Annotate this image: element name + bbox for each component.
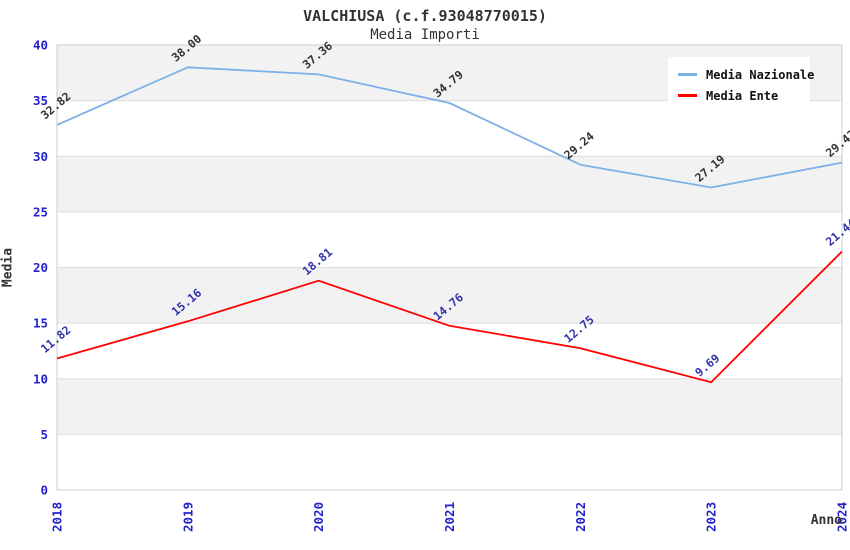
y-tick-label: 20: [33, 260, 48, 275]
x-tick-label: 2023: [704, 502, 719, 532]
data-label-series-0: 29.43: [823, 127, 850, 160]
x-tick-label: 2022: [573, 502, 588, 532]
legend-swatch-media-ente-icon: [678, 94, 697, 97]
chart-title: VALCHIUSA (c.f.93048770015): [303, 7, 547, 25]
x-tick-label: 2019: [180, 502, 195, 532]
x-tick-label: 2020: [311, 502, 326, 532]
data-label-series-1: 21.44: [823, 216, 850, 249]
legend-item-media-ente: Media Ente: [678, 85, 810, 106]
y-tick-label: 25: [33, 204, 48, 219]
series-line-0: [56, 66, 843, 189]
series-line-1: [56, 250, 843, 384]
y-tick-label: 40: [33, 38, 48, 53]
y-tick-label: 35: [33, 93, 48, 108]
plot-band: [57, 156, 842, 212]
chart-subtitle: Media Importi: [370, 27, 480, 43]
x-tick-label: 2018: [50, 502, 65, 532]
x-axis-title: Anno: [810, 513, 842, 528]
y-tick-label: 15: [33, 316, 48, 331]
x-tick-label: 2024: [835, 502, 850, 532]
plot-band: [57, 267, 842, 324]
y-tick-label: 30: [33, 149, 48, 164]
legend-item-media-nazionale: Media Nazionale: [678, 64, 814, 85]
x-tick-label: 2021: [442, 502, 457, 532]
y-axis-title: Media: [0, 247, 16, 288]
plot-band: [57, 378, 842, 435]
legend-label-media-nazionale: Media Nazionale: [706, 67, 815, 82]
legend-label-media-ente: Media Ente: [706, 88, 779, 103]
plot-border: [56, 44, 843, 491]
y-tick-label: 10: [33, 371, 48, 386]
legend-swatch-media-nazionale-icon: [678, 73, 697, 76]
y-tick-label: 5: [40, 427, 48, 442]
legend: Media Nazionale Media Ente: [668, 57, 814, 113]
y-tick-label: 0: [40, 483, 48, 498]
